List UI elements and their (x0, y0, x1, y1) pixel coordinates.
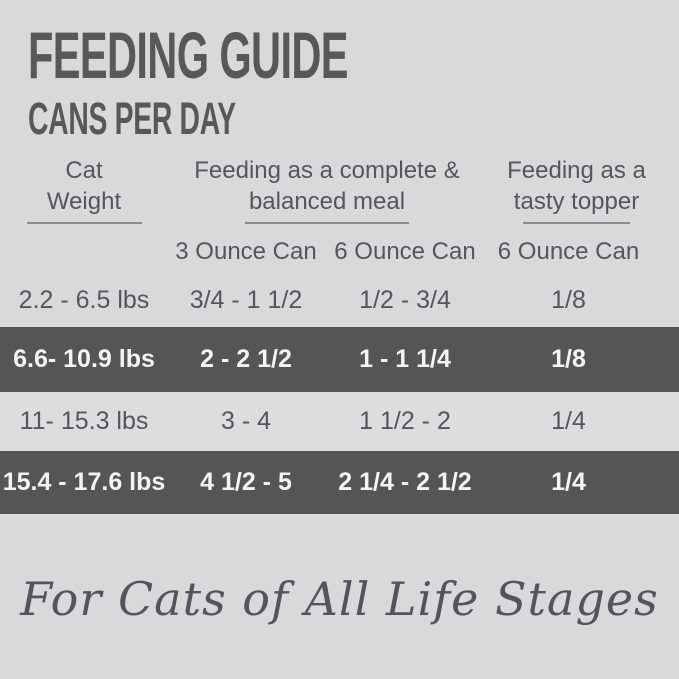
header-underline (245, 222, 409, 225)
column-header-tasty-topper: Feeding as a tasty topper (494, 156, 659, 225)
table-row: 2.2 - 6.5 lbs 3/4 - 1 1/2 1/2 - 3/4 1/8 (0, 275, 651, 327)
table-row: 15.4 - 17.6 lbs 4 1/2 - 5 2 1/4 - 2 1/2 … (0, 451, 651, 514)
cell-meal-6oz: 1 - 1 1/4 (359, 344, 451, 373)
table-group-header-row: Cat Weight Feeding as a complete & balan… (0, 156, 651, 225)
page-title: FEEDING GUIDE (28, 18, 348, 92)
cell-topper-6oz: 1/4 (551, 467, 586, 496)
cell-cat-weight: 6.6- 10.9 lbs (13, 344, 155, 373)
cell-topper-6oz: 1/8 (551, 286, 586, 315)
column-header-line: Weight (46, 187, 122, 215)
column-header-cat-weight: Cat Weight (0, 156, 168, 225)
column-header-line: Feeding as a complete & (194, 157, 460, 184)
column-header-line: tasty topper (513, 187, 640, 215)
cell-cat-weight: 11- 15.3 lbs (19, 406, 149, 435)
header-underline (523, 222, 630, 225)
cell-meal-3oz: 4 1/2 - 5 (200, 467, 292, 496)
cell-topper-6oz: 1/4 (551, 406, 586, 435)
cell-meal-6oz: 1/2 - 3/4 (359, 286, 451, 315)
cell-meal-3oz: 2 - 2 1/2 (200, 344, 292, 373)
cell-topper-6oz: 1/8 (551, 344, 586, 373)
header-underline (26, 222, 142, 225)
cell-meal-3oz: 3/4 - 1 1/2 (189, 286, 303, 315)
table-row: 11- 15.3 lbs 3 - 4 1 1/2 - 2 1/4 (0, 392, 651, 451)
subheader-6oz-can-topper: 6 Ounce Can (497, 237, 640, 265)
subheader-6oz-can: 6 Ounce Can (334, 237, 476, 265)
cell-cat-weight: 15.4 - 17.6 lbs (2, 467, 166, 496)
light-band-row3 (0, 392, 679, 451)
column-header-line: Cat (65, 157, 103, 184)
tagline-all-life-stages: For Cats of All Life Stages (20, 572, 659, 626)
highlight-band-row4 (0, 451, 679, 514)
cell-meal-3oz: 3 - 4 (220, 406, 272, 435)
column-header-complete-meal: Feeding as a complete & balanced meal (168, 156, 486, 225)
table-row: 6.6- 10.9 lbs 2 - 2 1/2 1 - 1 1/4 1/8 (0, 327, 651, 392)
highlight-band-row2 (0, 327, 679, 392)
column-header-line: balanced meal (248, 187, 406, 215)
cell-meal-6oz: 1 1/2 - 2 (359, 406, 451, 435)
subheader-3oz-can: 3 Ounce Can (175, 237, 317, 265)
column-header-line: Feeding as a (507, 157, 646, 184)
page-subtitle: CANS PER DAY (28, 93, 236, 144)
cell-meal-6oz: 2 1/4 - 2 1/2 (338, 467, 472, 496)
table-subheader-row: 3 Ounce Can 6 Ounce Can 6 Ounce Can (0, 238, 651, 266)
cell-cat-weight: 2.2 - 6.5 lbs (18, 286, 150, 315)
